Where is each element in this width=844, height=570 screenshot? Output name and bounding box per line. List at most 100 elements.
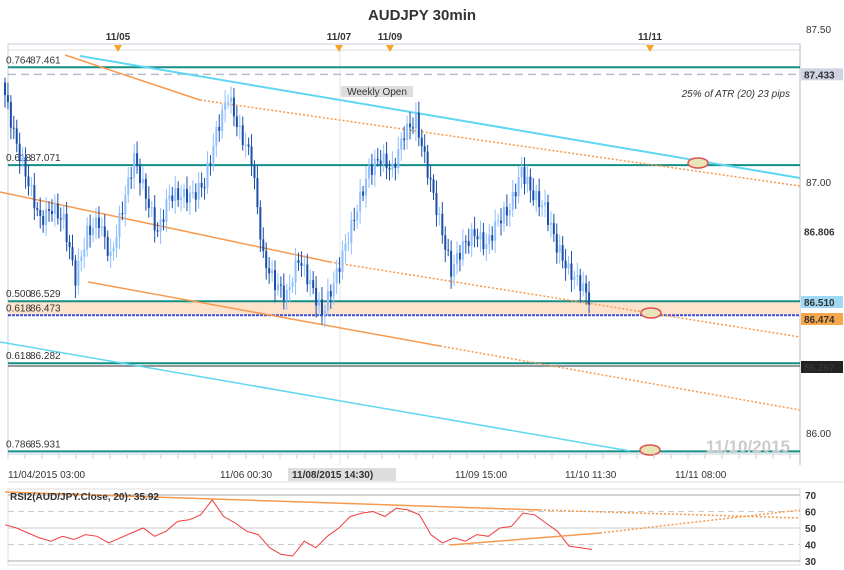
fib-ratio-label: 0.764 (6, 55, 31, 66)
candle-body (209, 162, 212, 164)
candle-body (115, 237, 118, 248)
candle-body (27, 176, 30, 187)
candle-body (45, 209, 48, 226)
top-date-label: 11/11 (638, 32, 662, 43)
candle-body (297, 260, 300, 263)
candle-body (4, 82, 6, 96)
price-label: 86.510 (804, 298, 835, 309)
rsi-upper-trend-projection (539, 509, 801, 519)
candle-body (18, 143, 21, 162)
candle-body (268, 268, 271, 274)
candle-body (109, 251, 112, 256)
candle-body (62, 213, 65, 220)
y-tick-label: 87.50 (806, 25, 831, 36)
candle-body (544, 202, 547, 206)
candle-body (279, 284, 282, 286)
candle-body (180, 197, 183, 200)
candle-body (344, 243, 347, 251)
top-date-label: 11/07 (327, 32, 352, 43)
intersection-marker (687, 157, 709, 169)
trend-line-projection (439, 345, 801, 411)
candle-body (124, 195, 127, 214)
candle-body (238, 125, 241, 128)
candle-body (33, 185, 36, 209)
trend-line-projection (199, 99, 801, 187)
candle-body (156, 230, 159, 232)
candle-body (388, 168, 391, 170)
fib-price-label: 87.461 (30, 55, 61, 66)
candle-body (318, 299, 321, 306)
candle-body (50, 210, 53, 214)
x-tick-label: 11/06 00:30 (220, 470, 273, 481)
candle-body (36, 208, 39, 210)
candle-body (224, 102, 227, 111)
rsi-lower-trend-projection (599, 509, 801, 534)
intersection-marker (639, 444, 661, 456)
candle-body (253, 165, 256, 179)
candle-body (338, 268, 341, 273)
candle-body (241, 125, 244, 146)
candle-body (215, 126, 218, 146)
x-tick-label: 11/04/2015 03:00 (8, 470, 86, 481)
candle-body (276, 284, 279, 291)
candle-body (538, 191, 541, 208)
fib-price-label: 86.473 (30, 303, 61, 314)
candle-body (153, 207, 156, 231)
candle-body (426, 151, 429, 178)
candle-body (177, 188, 180, 200)
candle-body (291, 282, 294, 287)
candle-body (312, 280, 315, 288)
candle-body (30, 185, 33, 187)
x-tick-label: 11/11 08:00 (675, 470, 727, 481)
candle-body (315, 287, 318, 306)
candle-body (42, 215, 45, 226)
candle-body (450, 250, 453, 277)
fib-price-label: 87.071 (30, 153, 61, 164)
candle-body (206, 162, 209, 188)
candle-body (56, 203, 59, 219)
candle-body (391, 163, 394, 170)
candle-body (256, 178, 259, 208)
watermark: 11/10/2015 (706, 437, 790, 456)
candle-body (570, 263, 573, 281)
x-tick-label: 11/08/2015 14:30) (292, 470, 373, 481)
candle-body (497, 220, 500, 222)
candle-body (6, 95, 9, 103)
candle-body (168, 195, 171, 200)
candle-body (171, 195, 174, 202)
candle-body (203, 187, 206, 189)
rsi-tick-label: 30 (805, 557, 817, 568)
candle-body (218, 126, 221, 131)
candle-body (106, 236, 109, 256)
candle-body (438, 213, 441, 216)
candle-body (306, 264, 309, 285)
candle-body (376, 158, 379, 161)
lower-channel-line (0, 341, 631, 452)
candle-body (144, 178, 147, 199)
candle-body (39, 209, 42, 216)
candle-body (130, 177, 133, 179)
candle-body (150, 207, 153, 209)
candle-body (21, 157, 24, 162)
candle-body (561, 245, 564, 261)
candle-body (356, 211, 359, 221)
candle-body (585, 283, 588, 293)
candle-body (118, 213, 121, 238)
candle-body (373, 158, 376, 175)
candle-body (48, 209, 51, 211)
candle-body (174, 188, 177, 202)
x-tick-label: 11/09 15:00 (455, 470, 508, 481)
candle-body (564, 260, 567, 269)
candle-body (365, 178, 368, 196)
fib-zone (8, 301, 800, 316)
candle-body (429, 177, 432, 180)
candle-body (288, 286, 291, 291)
candle-body (162, 219, 165, 222)
candle-body (94, 217, 97, 228)
weekly-open-label: Weekly Open (347, 87, 407, 98)
candle-body (165, 199, 168, 222)
candle-body (212, 145, 215, 164)
candle-body (244, 144, 247, 146)
y-tick-label: 86.00 (806, 429, 831, 440)
